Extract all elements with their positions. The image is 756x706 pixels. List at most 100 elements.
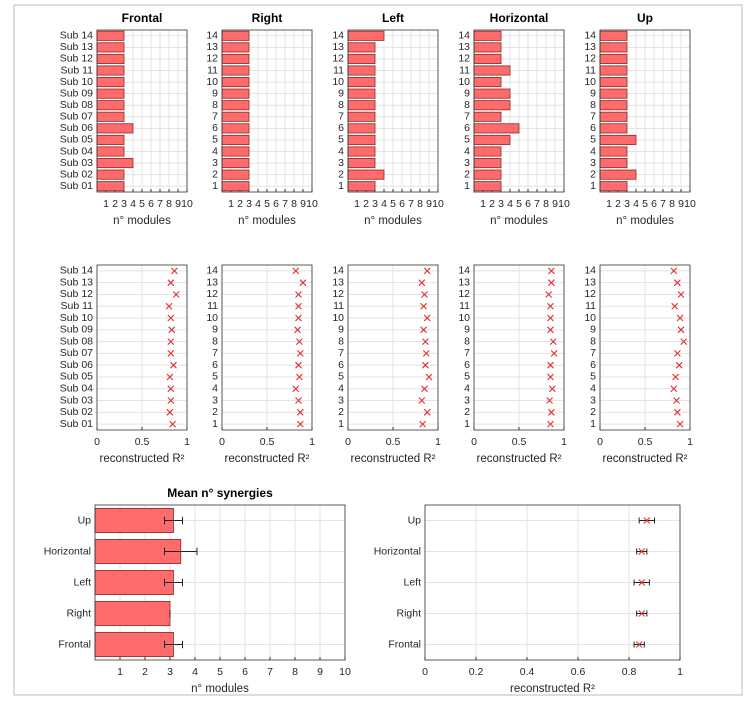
y-tick-label: 1 <box>590 418 596 430</box>
marker <box>295 361 302 369</box>
x-tick-label: 0.5 <box>512 436 527 448</box>
axes-box <box>96 29 188 193</box>
marker <box>638 610 646 617</box>
bar <box>347 134 376 145</box>
bar <box>221 88 250 99</box>
x-axis-label: reconstructed R² <box>602 453 687 465</box>
bar <box>599 30 628 41</box>
bar <box>221 30 250 41</box>
marker <box>296 350 304 357</box>
marker <box>545 291 553 298</box>
x-tick-label: 7 <box>282 198 288 210</box>
x-tick-label: 2 <box>489 198 495 210</box>
marker <box>421 291 428 298</box>
bar <box>94 508 174 533</box>
y-tick-label: 6 <box>464 122 470 134</box>
y-tick-label: Sub 06 <box>60 359 93 371</box>
bar <box>221 123 250 134</box>
bar <box>221 77 250 88</box>
marker <box>635 641 643 648</box>
y-tick-label: 14 <box>458 30 470 42</box>
marker <box>418 279 426 287</box>
marker <box>167 279 175 287</box>
x-tick-label: 5 <box>642 198 648 210</box>
x-tick-label: 10 <box>339 666 351 678</box>
y-tick-label: 5 <box>212 134 218 146</box>
x-tick-label: 7 <box>267 666 273 678</box>
bar <box>94 601 171 626</box>
y-tick-label: 10 <box>332 312 344 324</box>
y-tick-label: 4 <box>590 383 596 395</box>
y-tick-label: 3 <box>212 394 218 406</box>
marker <box>166 408 174 416</box>
bar <box>599 53 628 64</box>
x-tick-label: 0.6 <box>571 666 586 678</box>
y-tick-label: 6 <box>590 359 596 371</box>
y-tick-label: Sub 13 <box>60 41 93 53</box>
y-tick-label: Sub 04 <box>60 145 93 157</box>
y-tick-label: 8 <box>338 99 344 111</box>
y-tick-label: 2 <box>464 168 470 180</box>
y-tick-label: 14 <box>332 265 344 277</box>
marker <box>292 385 300 393</box>
y-tick-label: Sub 13 <box>60 276 93 288</box>
y-tick-label: 10 <box>206 76 218 88</box>
x-tick-label: 1 <box>184 436 190 448</box>
x-tick-label: 0.5 <box>386 436 401 448</box>
y-tick-label: 13 <box>584 276 596 288</box>
marker <box>423 314 431 322</box>
marker <box>296 408 304 416</box>
bar <box>599 100 628 111</box>
marker <box>670 267 678 275</box>
bar <box>347 123 376 134</box>
x-tick-label: 2 <box>142 666 148 678</box>
x-tick-label: 9 <box>317 666 323 678</box>
axes-box <box>347 29 439 193</box>
y-tick-label: Sub 08 <box>60 335 93 347</box>
y-tick-label: 12 <box>206 288 218 300</box>
x-tick-label: 4 <box>381 198 387 210</box>
x-tick-label: 6 <box>399 198 405 210</box>
marker <box>167 350 175 357</box>
x-tick-label: 0 <box>471 436 477 448</box>
x-tick-label: 7 <box>408 198 414 210</box>
marker <box>423 267 431 275</box>
x-tick-label: 6 <box>242 666 248 678</box>
y-tick-label: Sub 12 <box>60 288 93 300</box>
x-tick-label: 3 <box>372 198 378 210</box>
x-tick-label: 2 <box>237 198 243 210</box>
bar <box>347 88 376 99</box>
bar <box>599 65 628 76</box>
y-tick-label: 1 <box>590 180 596 192</box>
marker <box>674 408 681 416</box>
chart-title: Right <box>252 11 283 25</box>
y-tick-label: 3 <box>464 394 470 406</box>
x-tick-label: 3 <box>498 198 504 210</box>
x-tick-label: 0.5 <box>135 436 150 448</box>
marker <box>675 361 683 369</box>
y-tick-label: 4 <box>590 145 596 157</box>
y-tick-label: 11 <box>585 300 596 312</box>
x-axis-label: reconstructed R² <box>510 683 595 695</box>
marker <box>638 548 646 555</box>
bar <box>473 65 511 76</box>
y-tick-label: 7 <box>464 111 470 123</box>
y-tick-label: 6 <box>212 359 218 371</box>
x-tick-label: 1 <box>435 436 441 448</box>
x-axis-label: n° modules <box>191 683 249 695</box>
y-tick-label: 2 <box>590 406 596 418</box>
marker <box>676 420 684 428</box>
x-tick-label: 8 <box>292 666 298 678</box>
marker <box>671 302 679 310</box>
y-tick-label: 13 <box>458 276 470 288</box>
y-tick-label: Sub 04 <box>60 383 93 395</box>
y-tick-label: 14 <box>332 30 344 42</box>
y-tick-label: 11 <box>207 300 218 312</box>
x-tick-label: 7 <box>660 198 666 210</box>
bar <box>347 53 376 64</box>
y-tick-label: Right <box>396 607 421 619</box>
y-tick-label: 2 <box>212 168 218 180</box>
y-tick-label: 6 <box>212 122 218 134</box>
y-tick-label: 13 <box>206 41 218 53</box>
marker <box>548 279 555 287</box>
